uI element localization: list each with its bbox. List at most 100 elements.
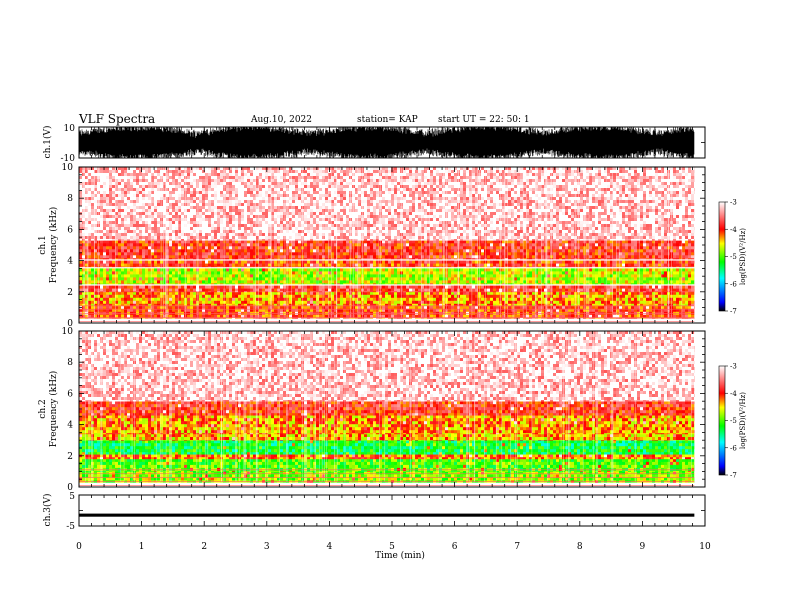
spectrogram-cell (139, 305, 143, 310)
spectrogram-cell (268, 277, 272, 281)
spectrogram-cell (175, 314, 179, 319)
spectrogram-cell (223, 308, 227, 313)
spectrogram-cell (532, 291, 536, 296)
spectrogram-cell (685, 263, 689, 267)
spectrogram-cell (613, 271, 617, 275)
spectrogram-cell (550, 303, 554, 307)
spectrogram-cell (181, 291, 185, 293)
spectrogram-cell (232, 291, 236, 296)
spectrogram-cell (565, 240, 569, 244)
spectrogram-cell (253, 303, 257, 307)
spectrogram-cell (526, 317, 530, 319)
spectrogram-cell (265, 297, 269, 302)
spectrogram-cell (370, 263, 374, 267)
spectrogram-cell (151, 291, 155, 296)
spectrogram-cell (271, 297, 275, 302)
spectrogram-cell (589, 297, 593, 302)
spectrogram-cell (187, 260, 191, 264)
spectrogram-cell (382, 291, 386, 293)
spectrogram-cell (247, 300, 251, 305)
spectrogram-cell (241, 277, 245, 281)
spectrogram-cell (304, 300, 308, 305)
spectrogram-cell (508, 266, 512, 268)
spectrogram-cell (232, 317, 236, 319)
spectrogram-cell (352, 277, 356, 281)
spectrogram-cell (229, 317, 233, 319)
spectrogram-cell (187, 288, 191, 292)
spectrogram-cell (214, 291, 218, 293)
spectrogram-cell (475, 303, 479, 307)
spectrogram-cell (613, 314, 617, 319)
spectrogram-cell (325, 294, 329, 299)
spectrogram-cell (586, 297, 590, 302)
spectrogram-cell (136, 277, 140, 281)
spectrogram-cell (154, 288, 158, 292)
spectrogram-cell (277, 266, 281, 268)
spectrogram-cell (274, 288, 278, 292)
spectrogram-cell (682, 297, 686, 302)
spectrogram-cell (541, 291, 545, 296)
spectrogram-cell (643, 300, 647, 305)
spectrogram-cell (295, 288, 299, 292)
spectrogram-cell (418, 277, 422, 281)
spectrogram-cell (625, 300, 629, 305)
spectrogram-cell (649, 277, 653, 281)
spectrogram-cell (145, 288, 149, 292)
spectrogram-cell (289, 260, 293, 264)
spectrogram-cell (226, 243, 230, 247)
spectrogram-cell (223, 266, 227, 268)
spectrogram-cell (217, 268, 221, 272)
spectrogram-cell (352, 317, 356, 319)
spectrogram-cell (658, 317, 662, 319)
spectrogram-cell (142, 300, 146, 305)
spectrogram-cell (247, 291, 251, 293)
spectrogram-cell (244, 280, 248, 284)
spectrogram-cell (451, 300, 455, 305)
spectrogram-cell (304, 308, 308, 313)
spectrogram-cell (316, 305, 320, 310)
spectrogram-cell (586, 291, 590, 296)
spectrogram-cell (202, 283, 206, 285)
spectrogram-cell (463, 288, 467, 292)
spectrogram-cell (220, 288, 224, 292)
spectrogram-cell (223, 314, 227, 319)
spectrogram-cell (376, 277, 380, 281)
spectrogram-cell (529, 268, 533, 272)
spectrogram-cell (277, 240, 281, 244)
spectrogram-cell (643, 291, 647, 293)
spectrogram-cell (124, 274, 128, 278)
spectrogram-cell (526, 314, 530, 319)
spectrogram-cell (112, 260, 116, 264)
spectrogram-cell (547, 283, 551, 285)
spectrogram-cell (655, 280, 659, 284)
spectrogram-cell (643, 266, 647, 268)
spectrogram-cell (319, 266, 323, 268)
spectrogram-cell (355, 240, 359, 244)
spectrogram-cell (238, 260, 242, 264)
spectrogram-cell (523, 283, 527, 285)
spectrogram-cell (262, 297, 266, 302)
spectrogram-cell (286, 314, 290, 319)
spectrogram-cell (673, 260, 677, 264)
spectrogram-cell (94, 291, 98, 293)
spectrogram-cell (535, 314, 539, 319)
spectrogram-cell (439, 305, 443, 310)
spectrogram-cell (88, 266, 92, 268)
spectrogram-cell (85, 274, 89, 278)
spectrogram-cell (688, 317, 692, 319)
spectrogram-cell (682, 288, 686, 292)
spectrogram-cell (196, 305, 200, 310)
spectrogram-cell (589, 263, 593, 267)
spectrogram-cell (400, 317, 404, 319)
spectrogram-cell (481, 300, 485, 305)
spectrogram-cell (535, 291, 539, 293)
spectrogram-cell (286, 303, 290, 307)
spectrogram-cell (133, 283, 137, 285)
spectrogram-cell (538, 260, 542, 264)
spectrogram-cell (367, 240, 371, 244)
spectrogram-cell (145, 305, 149, 310)
spectrogram-cell (292, 277, 296, 281)
spectrogram-cell (286, 243, 290, 247)
spectrogram-cell (94, 268, 98, 272)
spectrogram-cell (682, 303, 686, 307)
